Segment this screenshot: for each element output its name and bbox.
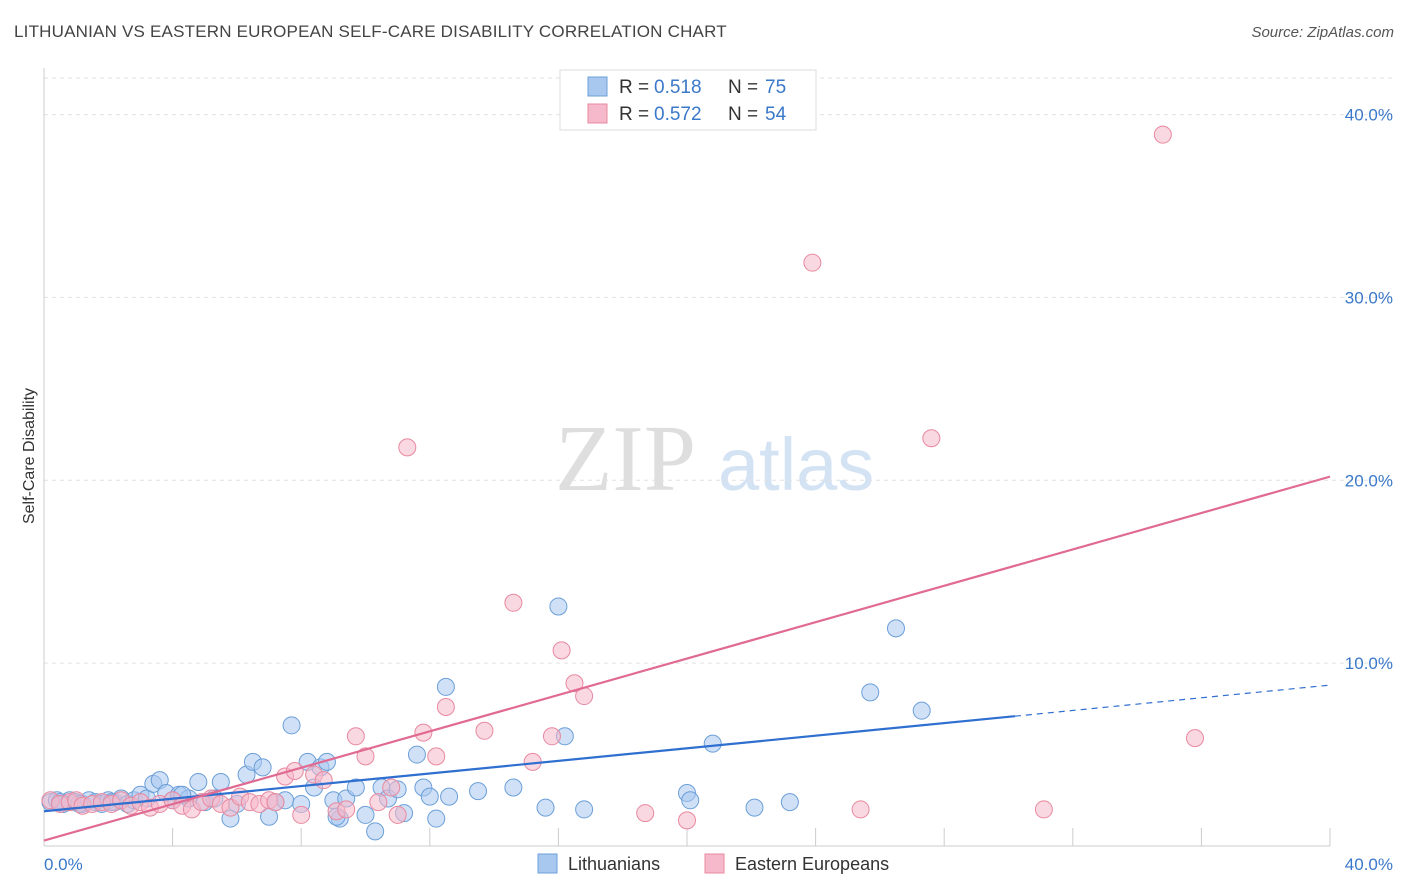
y-axis-label: Self-Care Disability: [21, 388, 38, 524]
legend-n-value-1: 75: [765, 77, 786, 98]
legend-r-label-1: R =: [619, 77, 649, 98]
data-point: [427, 747, 446, 766]
axes: [43, 68, 1331, 847]
data-point: [504, 593, 523, 612]
series-eastern-europeans: [41, 125, 1204, 830]
legend-r-value-2: 0.572: [654, 104, 702, 125]
data-point: [1153, 125, 1172, 144]
data-point: [681, 791, 700, 810]
data-point: [253, 758, 272, 777]
data-point: [922, 429, 941, 448]
bottom-legend: Lithuanians Eastern Europeans: [537, 853, 889, 874]
data-point: [549, 597, 568, 616]
data-point: [912, 701, 931, 720]
data-point: [356, 747, 375, 766]
x-tick-label-max: 40.0%: [1345, 855, 1393, 874]
data-point: [703, 734, 722, 753]
data-point: [356, 805, 375, 824]
data-point: [427, 809, 446, 828]
data-point: [346, 778, 365, 797]
trend-line-eastern-europeans: [43, 475, 1331, 842]
data-point: [282, 716, 301, 735]
tick-labels: 10.0% 20.0% 30.0% 40.0% 0.0% 40.0%: [44, 106, 1393, 874]
data-point: [565, 674, 584, 693]
bottom-legend-lithuanians: Lithuanians: [568, 854, 660, 874]
data-point: [552, 641, 571, 660]
legend-n-label-1: N =: [728, 77, 758, 98]
data-point: [780, 793, 799, 812]
data-point: [745, 798, 764, 817]
trend-lines: [43, 475, 1331, 842]
data-point: [420, 787, 439, 806]
data-point: [861, 683, 880, 702]
bottom-legend-eastern-europeans: Eastern Europeans: [735, 854, 889, 874]
data-point: [542, 727, 561, 746]
data-point: [1034, 800, 1053, 819]
trend-line-lithuanians: [43, 715, 1016, 813]
data-point: [536, 798, 555, 817]
data-point: [398, 438, 417, 457]
legend-swatch-lithuanians: [587, 76, 608, 97]
data-point: [886, 619, 905, 638]
data-point: [803, 253, 822, 272]
legend-swatch-eastern-europeans: [587, 103, 608, 124]
data-point: [440, 787, 459, 806]
data-point: [636, 804, 655, 823]
data-point: [337, 800, 356, 819]
data-point: [678, 811, 696, 830]
y-tick-label: 10.0%: [1345, 654, 1393, 673]
data-point: [851, 800, 870, 819]
grid: [44, 77, 1392, 664]
data-point: [504, 778, 523, 797]
legend-r-value-1: 0.518: [654, 77, 702, 98]
watermark-atlas: atlas: [718, 423, 874, 506]
data-point: [436, 677, 455, 696]
x-tick-label-min: 0.0%: [44, 855, 83, 874]
watermark-zip: ZIP: [555, 407, 696, 511]
bottom-legend-swatch-lithuanians: [537, 853, 558, 874]
data-point: [292, 805, 311, 824]
chart-title: LITHUANIAN VS EASTERN EUROPEAN SELF-CARE…: [14, 22, 727, 41]
y-tick-label: 40.0%: [1345, 106, 1393, 125]
data-point: [314, 771, 333, 790]
data-point: [475, 721, 494, 740]
bottom-legend-swatch-eastern-europeans: [704, 853, 725, 874]
data-point: [266, 793, 285, 812]
data-point: [366, 822, 385, 841]
data-point: [369, 793, 388, 812]
data-point: [1185, 729, 1204, 748]
y-tick-label: 20.0%: [1345, 471, 1393, 490]
data-point: [189, 773, 208, 791]
legend-n-value-2: 54: [765, 104, 787, 125]
data-point: [436, 698, 455, 717]
data-point: [407, 745, 426, 764]
data-point: [346, 727, 365, 746]
data-point: [388, 805, 407, 824]
points-layer: [41, 125, 1204, 841]
legend-n-label-2: N =: [728, 104, 758, 125]
legend-box: R = 0.518 N = 75 R = 0.572 N = 54: [559, 69, 817, 131]
data-point: [575, 800, 594, 819]
trend-line-extension: [1014, 684, 1331, 717]
y-tick-label: 30.0%: [1345, 288, 1393, 307]
source-label: Source: ZipAtlas.com: [1251, 24, 1394, 41]
data-point: [469, 782, 488, 801]
data-point: [382, 778, 401, 797]
legend-r-label-2: R =: [619, 104, 649, 125]
